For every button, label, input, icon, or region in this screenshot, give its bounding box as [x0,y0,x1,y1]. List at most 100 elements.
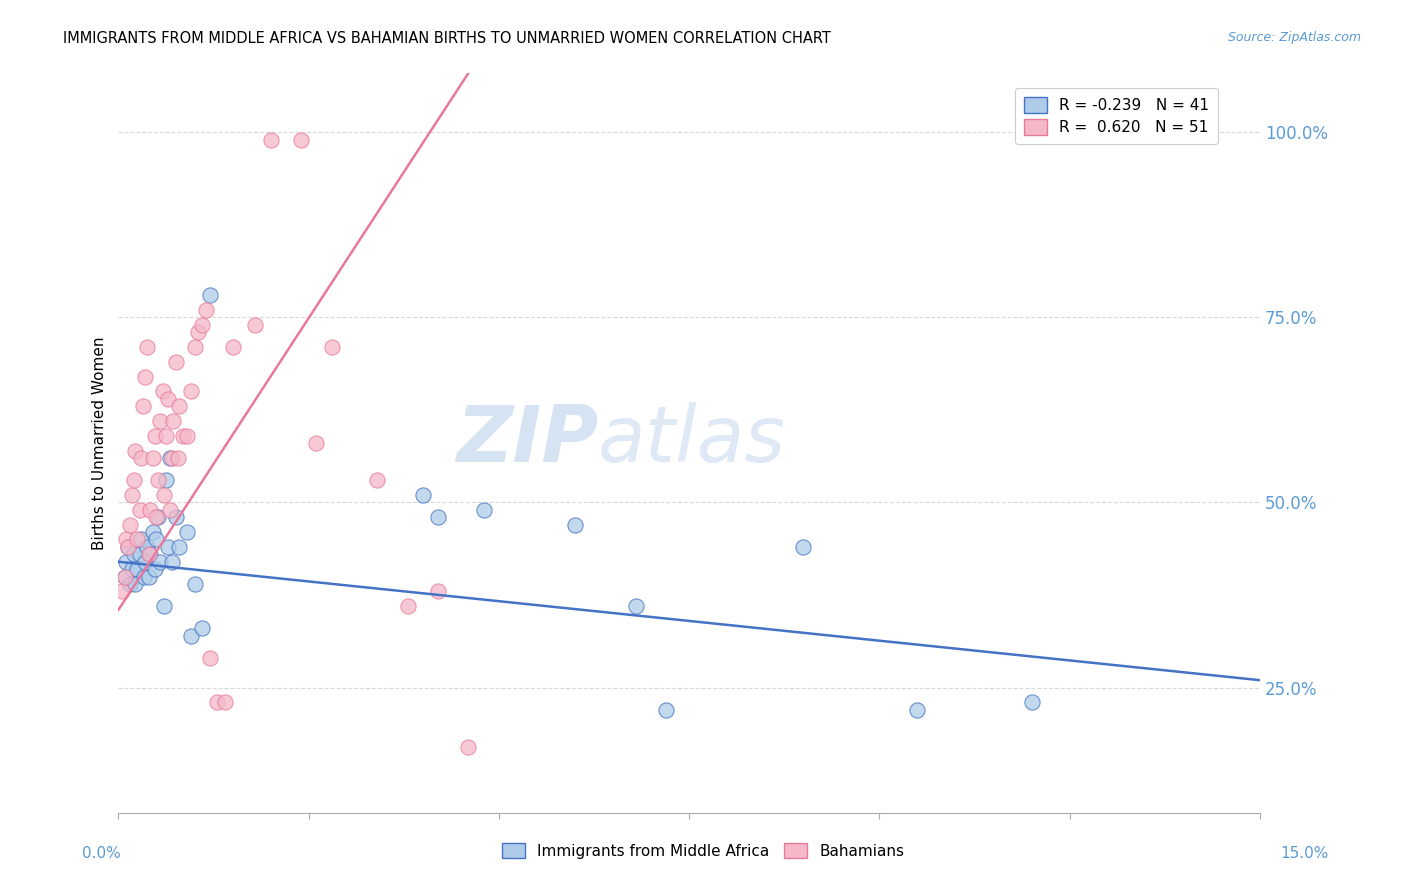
Point [152,384,174,399]
Point [457,739,479,754]
Point [146,473,169,487]
Text: Source: ZipAtlas.com: Source: ZipAtlas.com [1227,31,1361,45]
Point [221,340,243,354]
Point [159,450,181,465]
Point [472,503,495,517]
Point [183,577,205,591]
Point [118,577,141,591]
Point [139,503,162,517]
Point [129,450,152,465]
Point [259,133,281,147]
Point [290,133,312,147]
Point [114,569,136,583]
Point [155,429,177,443]
Point [143,562,166,576]
Point [156,392,179,406]
Point [129,533,152,547]
Point [134,555,156,569]
Point [153,599,176,614]
Point [191,621,214,635]
Point [136,340,159,354]
Point [180,629,202,643]
Text: 0.0%: 0.0% [82,847,121,861]
Point [198,288,221,302]
Point [118,517,141,532]
Point [114,569,136,583]
Point [124,577,146,591]
Legend: Immigrants from Middle Africa, Bahamians: Immigrants from Middle Africa, Bahamians [495,837,911,864]
Point [169,540,191,554]
Point [427,584,450,599]
Point [305,436,328,450]
Point [136,540,159,554]
Point [124,443,146,458]
Point [166,450,188,465]
Point [142,450,165,465]
Point [156,540,179,554]
Point [183,340,205,354]
Point [176,429,198,443]
Point [427,510,450,524]
Text: atlas: atlas [598,401,786,477]
Point [655,703,678,717]
Point [128,547,150,561]
Point [159,503,181,517]
Point [122,547,145,561]
Point [907,703,929,717]
Point [207,695,229,709]
Point [117,540,139,554]
Point [169,399,191,413]
Point [146,510,169,524]
Point [132,399,155,413]
Point [145,533,167,547]
Point [162,414,184,428]
Text: IMMIGRANTS FROM MIDDLE AFRICA VS BAHAMIAN BIRTHS TO UNMARRIED WOMEN CORRELATION : IMMIGRANTS FROM MIDDLE AFRICA VS BAHAMIA… [63,31,831,46]
Point [564,517,586,532]
Point [624,599,647,614]
Point [191,318,214,332]
Point [149,555,172,569]
Point [396,599,419,614]
Point [111,584,134,599]
Point [127,562,149,576]
Point [145,510,167,524]
Point [139,547,162,561]
Point [128,503,150,517]
Point [180,384,202,399]
Point [142,525,165,540]
Point [198,651,221,665]
Point [132,569,155,583]
Text: 15.0%: 15.0% [1281,847,1329,861]
Point [366,473,388,487]
Point [149,414,172,428]
Point [121,562,143,576]
Point [134,369,156,384]
Point [792,540,814,554]
Point [115,555,138,569]
Point [153,488,176,502]
Point [121,488,143,502]
Point [214,695,236,709]
Point [321,340,343,354]
Point [194,302,217,317]
Point [165,355,187,369]
Point [122,473,145,487]
Point [187,325,209,339]
Point [155,473,177,487]
Point [160,450,183,465]
Point [165,510,187,524]
Point [138,547,160,561]
Point [1021,695,1043,709]
Point [172,429,194,443]
Y-axis label: Births to Unmarried Women: Births to Unmarried Women [93,336,107,550]
Legend: R = -0.239   N = 41, R =  0.620   N = 51: R = -0.239 N = 41, R = 0.620 N = 51 [1015,88,1218,145]
Point [160,555,183,569]
Point [412,488,434,502]
Point [245,318,267,332]
Point [127,533,149,547]
Text: ZIP: ZIP [456,401,598,477]
Point [176,525,198,540]
Point [117,540,139,554]
Point [138,569,160,583]
Point [143,429,166,443]
